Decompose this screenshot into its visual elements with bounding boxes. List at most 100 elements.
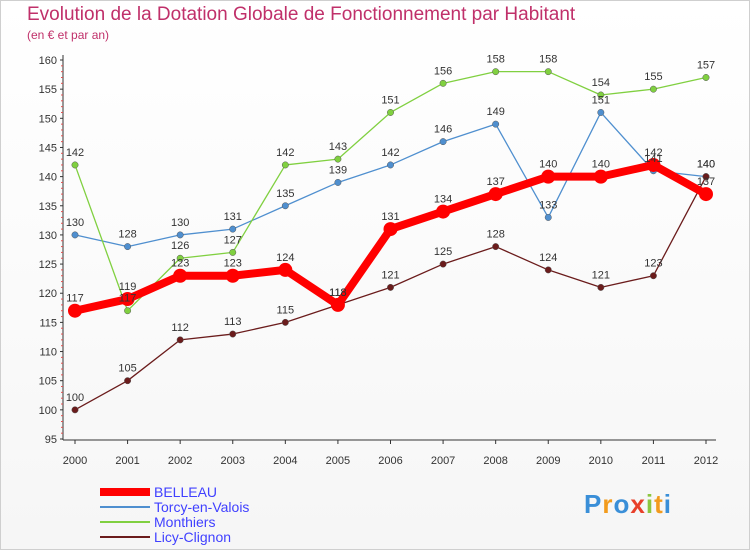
data-label: 125 <box>434 246 452 258</box>
data-point <box>439 260 447 268</box>
data-label: 117 <box>119 293 137 305</box>
data-label: 142 <box>276 147 294 159</box>
data-point <box>439 138 447 146</box>
data-point <box>649 85 657 93</box>
data-point <box>173 268 188 283</box>
data-label: 142 <box>644 147 662 159</box>
data-label: 155 <box>644 71 662 83</box>
data-point <box>439 79 447 87</box>
data-point <box>229 225 237 233</box>
data-label: 142 <box>381 147 399 159</box>
data-point <box>383 222 398 237</box>
y-tick-label: 140 <box>39 172 57 184</box>
data-label: 123 <box>644 258 662 270</box>
data-label: 139 <box>329 164 347 176</box>
data-point <box>124 243 132 251</box>
data-point <box>492 68 500 76</box>
data-label: 146 <box>434 124 452 136</box>
data-point <box>436 204 451 219</box>
legend-label: Torcy-en-Valois <box>154 499 249 515</box>
data-label: 127 <box>224 234 242 246</box>
data-label: 143 <box>329 141 347 153</box>
data-label: 105 <box>118 363 136 375</box>
data-label: 137 <box>697 176 715 188</box>
data-label: 157 <box>697 59 715 71</box>
x-tick-label: 2012 <box>694 455 718 467</box>
y-tick-label: 100 <box>39 405 57 417</box>
y-tick-label: 120 <box>39 288 57 300</box>
chart-subtitle: (en € et par an) <box>27 28 110 42</box>
x-tick-label: 2011 <box>642 455 666 467</box>
y-tick-label: 115 <box>39 317 57 329</box>
data-point <box>120 292 135 307</box>
data-point <box>488 187 503 202</box>
y-tick-label: 110 <box>39 347 57 359</box>
data-point <box>334 178 342 186</box>
data-label: 135 <box>276 188 294 200</box>
data-point <box>387 161 394 169</box>
data-point <box>492 243 500 251</box>
data-point <box>176 254 184 262</box>
x-tick-label: 2010 <box>589 455 613 467</box>
x-tick-label: 2000 <box>63 455 87 467</box>
y-tick-label: 155 <box>39 84 57 96</box>
data-point <box>492 120 500 128</box>
y-tick-label: 135 <box>39 201 57 213</box>
data-point <box>124 377 132 385</box>
data-point <box>176 231 184 239</box>
data-point <box>702 173 710 181</box>
data-label: 140 <box>697 159 715 171</box>
legend-label: Monthiers <box>154 514 215 530</box>
x-tick-label: 2008 <box>483 455 507 467</box>
data-label: 126 <box>171 240 189 252</box>
data-point <box>124 307 132 315</box>
data-label: 158 <box>486 54 504 66</box>
data-label: 149 <box>486 106 504 118</box>
proxiti-logo: Proxiti <box>584 489 672 520</box>
data-point <box>702 74 710 81</box>
data-point <box>597 283 605 291</box>
data-label: 130 <box>171 217 189 229</box>
logo-letter: x <box>630 489 646 519</box>
data-point <box>544 266 552 274</box>
data-point <box>387 283 394 291</box>
data-label: 123 <box>171 258 189 270</box>
data-point <box>593 169 608 184</box>
logo-letter: P <box>584 489 603 519</box>
logo-letter: i <box>645 489 655 519</box>
data-label: 142 <box>66 147 84 159</box>
data-label: 118 <box>329 287 347 299</box>
data-point <box>229 330 237 338</box>
legend-label: Licy-Clignon <box>154 529 231 545</box>
y-tick-label: 160 <box>39 55 57 67</box>
data-label: 128 <box>486 229 504 241</box>
data-point <box>541 169 556 184</box>
x-tick-label: 2006 <box>378 455 402 467</box>
data-point <box>387 109 394 116</box>
x-tick-label: 2003 <box>221 455 245 467</box>
data-label: 121 <box>381 269 399 281</box>
x-tick-label: 2004 <box>273 455 297 467</box>
data-label: 151 <box>381 94 399 106</box>
y-tick-label: 125 <box>39 259 57 271</box>
data-point <box>68 303 82 318</box>
data-label: 131 <box>224 211 242 223</box>
data-label: 140 <box>697 159 715 171</box>
data-label: 121 <box>592 269 610 281</box>
x-tick-label: 2007 <box>431 455 455 467</box>
data-label: 140 <box>592 159 610 171</box>
data-point <box>281 318 289 326</box>
data-label: 113 <box>224 316 242 328</box>
data-label: 131 <box>381 211 399 223</box>
x-tick-label: 2009 <box>536 455 560 467</box>
data-label: 133 <box>539 199 557 211</box>
data-point <box>646 157 661 172</box>
data-point <box>281 202 289 210</box>
data-point <box>71 161 79 169</box>
y-tick-label: 145 <box>39 142 57 154</box>
data-label: 154 <box>592 77 610 89</box>
data-label: 151 <box>592 94 610 106</box>
data-label: 123 <box>224 258 242 270</box>
y-tick-label: 105 <box>39 376 57 388</box>
